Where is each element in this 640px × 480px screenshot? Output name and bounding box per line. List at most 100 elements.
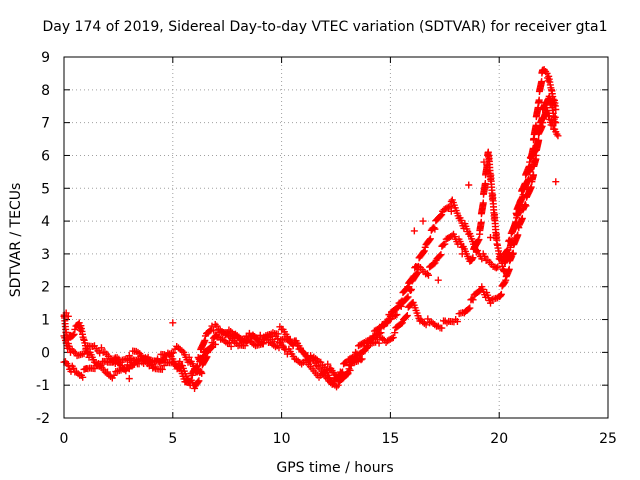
point-series-1 [315,373,323,381]
point-series-3 [174,363,182,371]
point-series-1 [431,225,439,233]
y-tick-label: 8 [41,83,50,99]
point-series-2 [553,130,561,138]
point-series-3 [413,269,421,277]
y-tick-label: 9 [41,50,50,66]
point-series-3 [106,354,114,362]
point-outlier [410,227,418,235]
point-series-1 [210,326,218,334]
point-series-3 [551,113,559,121]
y-tick-label: -2 [36,411,50,427]
y-tick-label: 3 [41,247,50,263]
point-series-2 [389,334,397,342]
point-series-2 [453,318,461,326]
point-series-2 [501,278,509,286]
point-outlier [104,368,112,376]
point-series-3 [493,236,501,244]
point-series-2 [391,329,399,337]
point-series-3 [414,268,422,276]
point-series-2 [100,366,108,374]
point-series-2 [500,279,508,287]
point-series-3 [481,180,489,188]
point-series-2 [514,231,522,239]
x-tick-label: 20 [490,431,508,447]
point-outlier [465,181,473,189]
point-series-3 [111,360,119,368]
point-series-3 [259,340,267,348]
point-series-3 [431,259,439,267]
point-series-3 [203,353,211,361]
point-series-3 [477,218,485,226]
point-series-2 [227,342,235,350]
axis-ticks: -2 -1 0 1 2 3 4 5 6 7 8 9 0 5 10 15 20 25 [36,50,617,447]
point-outlier [419,217,427,225]
point-series-3 [531,148,539,156]
point-series-1 [426,236,434,244]
point-series-2 [358,355,366,363]
point-outlier [64,312,72,320]
point-series-1 [444,203,452,211]
point-series-1 [426,235,434,243]
point-outlier [458,250,466,258]
point-series-3 [403,294,411,302]
point-series-3 [228,335,236,343]
point-series-3 [198,369,206,377]
point-series-1 [69,331,77,339]
point-series-3 [534,139,542,147]
point-series-1 [79,333,87,341]
point-series-2 [505,265,513,273]
x-tick-label: 5 [168,431,177,447]
point-series-3 [469,254,477,262]
point-series-2 [155,358,163,366]
point-series-3 [391,311,399,319]
point-series-3 [353,354,361,362]
point-series-3 [439,241,447,249]
point-series-3 [315,358,323,366]
point-series-3 [386,316,394,324]
point-series-3 [207,344,215,352]
y-tick-label: 7 [41,116,50,132]
point-series-3 [343,370,351,378]
point-series-2 [185,353,193,361]
point-series-3 [183,375,191,383]
point-series-2 [522,202,530,210]
point-outlier [486,234,494,241]
point-series-3 [306,357,314,365]
point-series-3 [512,218,520,226]
point-series-2 [532,155,540,163]
point-series-3 [362,342,370,350]
point-series-2 [476,287,484,295]
y-axis-label: SDTVAR / TECUs [8,183,24,298]
point-series-2 [518,214,526,222]
point-series-3 [97,344,105,352]
point-series-3 [394,302,402,310]
point-series-2 [497,290,505,298]
point-series-3 [436,252,444,260]
point-series-3 [298,347,306,355]
point-series-3 [368,334,376,342]
point-series-2 [241,342,249,350]
point-series-3 [440,240,448,248]
point-series-3 [194,378,202,386]
point-outlier [434,276,442,284]
point-series-3 [195,377,203,385]
point-series-3 [538,122,546,130]
point-series-2 [530,171,538,179]
point-series-1 [538,78,546,86]
point-series-1 [289,352,297,360]
point-outlier [169,319,177,327]
point-series-2 [527,183,535,191]
point-series-3 [289,340,297,348]
y-tick-label: -1 [36,378,50,394]
point-series-3 [322,365,330,373]
point-series-1 [213,322,221,330]
point-series-1 [206,327,214,335]
x-tick-label: 10 [273,431,291,447]
point-series-1 [375,325,383,333]
point-series-2 [108,374,116,382]
point-series-2 [497,291,505,299]
plot-frame [63,56,609,419]
point-series-1 [535,96,543,104]
point-series-2 [372,338,380,346]
